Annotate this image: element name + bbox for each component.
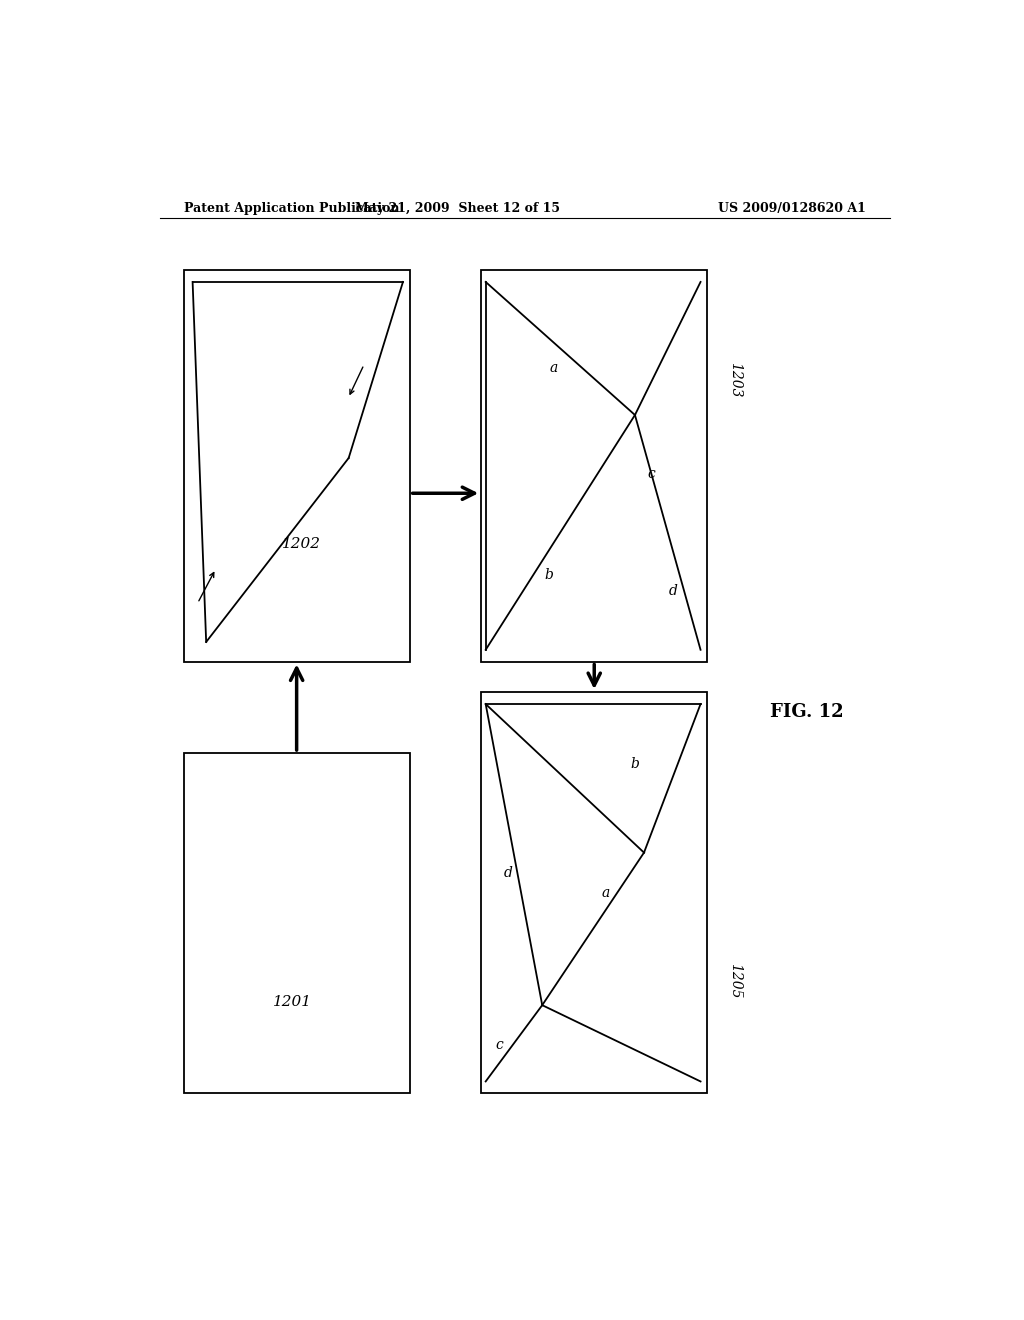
Text: 1202: 1202 xyxy=(282,537,321,552)
Text: a: a xyxy=(550,362,558,375)
Text: 1203: 1203 xyxy=(728,362,742,397)
Text: d: d xyxy=(504,866,513,879)
Text: Patent Application Publication: Patent Application Publication xyxy=(183,202,399,215)
Text: 1205: 1205 xyxy=(728,964,742,999)
Text: c: c xyxy=(647,467,654,480)
Text: US 2009/0128620 A1: US 2009/0128620 A1 xyxy=(718,202,866,215)
Text: b: b xyxy=(545,569,553,582)
Text: a: a xyxy=(601,886,609,900)
Text: b: b xyxy=(631,758,639,771)
Text: FIG. 12: FIG. 12 xyxy=(770,704,844,721)
Text: d: d xyxy=(669,583,678,598)
Text: c: c xyxy=(496,1039,503,1052)
Text: 1201: 1201 xyxy=(272,994,311,1008)
Text: May 21, 2009  Sheet 12 of 15: May 21, 2009 Sheet 12 of 15 xyxy=(355,202,560,215)
